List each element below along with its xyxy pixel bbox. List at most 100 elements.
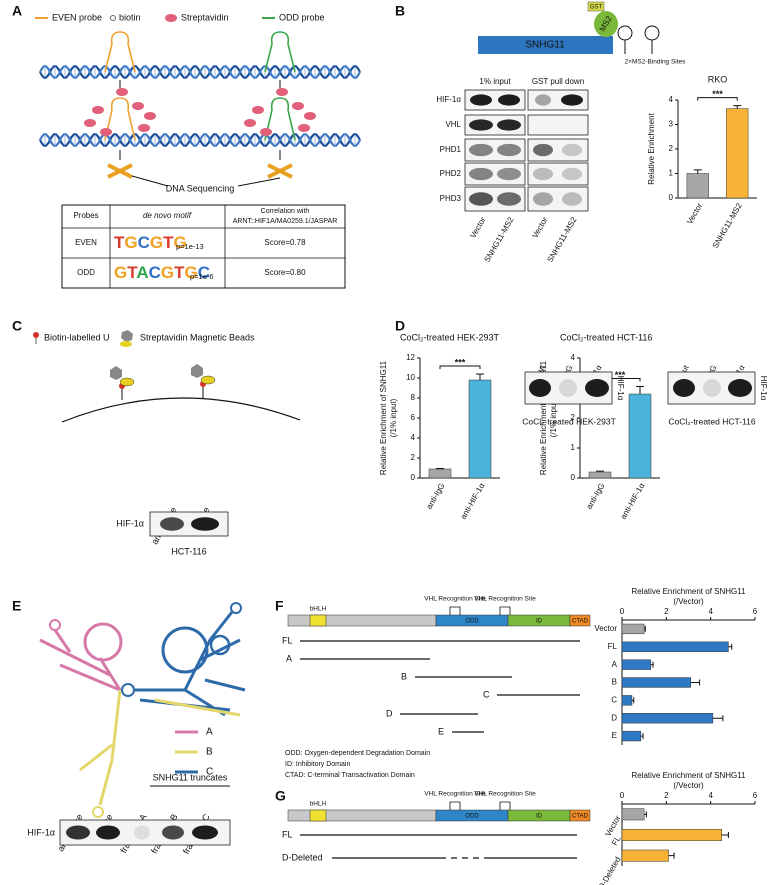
rna-strand bbox=[61, 397, 301, 423]
blot-band bbox=[162, 825, 184, 840]
blot-band bbox=[469, 192, 493, 206]
site-bracket bbox=[499, 801, 511, 810]
blot-band bbox=[469, 143, 493, 157]
error-bar bbox=[650, 661, 654, 668]
blot-band bbox=[728, 379, 752, 397]
table-cell: p=1e-6 bbox=[190, 272, 214, 281]
legend-label: ODD probe bbox=[279, 12, 325, 22]
error-bar bbox=[636, 386, 644, 394]
note: CTAD: C-terminal Transactivation Domain bbox=[285, 772, 415, 779]
domain-label: ID bbox=[536, 814, 543, 820]
significance: *** bbox=[455, 357, 466, 367]
blot-band bbox=[533, 192, 553, 206]
tick-label: 4 bbox=[411, 433, 416, 442]
axis-label: (/1% input) bbox=[549, 398, 558, 437]
legend-label: Biotin-labelled U bbox=[44, 332, 110, 342]
rna-loop bbox=[209, 634, 231, 656]
bar bbox=[621, 808, 645, 821]
significance-bracket bbox=[697, 97, 738, 101]
significance-bracket bbox=[439, 365, 481, 369]
protein-label: HIF-1α bbox=[116, 518, 144, 528]
legend-swatch bbox=[33, 332, 39, 338]
tick-label: 10 bbox=[406, 373, 415, 382]
blot-band bbox=[96, 825, 120, 840]
panel-label: D bbox=[395, 318, 405, 334]
step-label: DNA Sequencing bbox=[166, 183, 235, 193]
bar bbox=[621, 677, 691, 688]
bar bbox=[621, 829, 722, 841]
protein-label: PHD1 bbox=[440, 145, 462, 154]
streptavidin bbox=[144, 112, 156, 120]
tick-label: 2 bbox=[571, 413, 576, 422]
tick-label: 3 bbox=[669, 120, 674, 129]
table-cell: Score=0.78 bbox=[264, 238, 306, 247]
bar bbox=[628, 393, 652, 479]
bar bbox=[621, 695, 633, 706]
tick-label: 0 bbox=[411, 473, 416, 482]
blot-band bbox=[497, 119, 521, 131]
legend-swatch bbox=[121, 330, 133, 342]
motif: GTACGTGC bbox=[114, 263, 210, 282]
tick-label: 0 bbox=[620, 791, 625, 800]
rna-loop bbox=[92, 806, 104, 818]
rna-structure bbox=[39, 629, 122, 692]
hairpin-loop bbox=[617, 25, 633, 41]
legend-swatch bbox=[110, 15, 116, 21]
cell-line: HCT-116 bbox=[171, 546, 206, 556]
domain bbox=[569, 614, 591, 627]
protein-label: VHL bbox=[445, 120, 461, 129]
domain-label: bHLH bbox=[310, 606, 327, 613]
rna-loop bbox=[161, 626, 209, 674]
category-label: anti-IgG bbox=[585, 482, 607, 511]
tick-label: 4 bbox=[708, 607, 713, 616]
streptavidin-bead bbox=[119, 377, 135, 387]
blot-band bbox=[497, 143, 521, 157]
site-bracket bbox=[499, 606, 511, 615]
bar bbox=[621, 623, 645, 635]
blot-band bbox=[533, 167, 553, 181]
fragment-label: A bbox=[286, 653, 292, 663]
significance: *** bbox=[712, 89, 723, 99]
domain-label: ODD bbox=[465, 814, 479, 820]
tag-label: GST bbox=[590, 5, 603, 11]
tick-label: 12 bbox=[406, 353, 415, 362]
fragment-label: E bbox=[438, 726, 444, 736]
error-bar bbox=[644, 811, 647, 818]
domain bbox=[309, 614, 327, 627]
rna-loop bbox=[230, 602, 242, 614]
dna-helix bbox=[39, 133, 201, 147]
chart-title: (/Vector) bbox=[673, 597, 704, 606]
bar bbox=[468, 379, 492, 479]
site-label: VHL Recognition Site bbox=[474, 596, 536, 603]
table-header: de novo motif bbox=[143, 211, 192, 220]
blot-group: 1% input bbox=[479, 77, 511, 86]
error-bar bbox=[668, 852, 675, 859]
blot-band bbox=[134, 825, 150, 840]
streptavidin bbox=[260, 128, 272, 136]
blot-band bbox=[470, 94, 492, 106]
streptavidin bbox=[132, 102, 144, 110]
chart-title: RKO bbox=[708, 74, 728, 84]
panel-label: E bbox=[12, 598, 21, 614]
tick-label: 2 bbox=[664, 607, 669, 616]
streptavidin-bead bbox=[200, 375, 216, 385]
site-bracket bbox=[449, 606, 461, 615]
ms2-protein bbox=[594, 11, 618, 37]
gst-tag bbox=[587, 1, 605, 12]
note: ID: Inhibitory Domain bbox=[285, 761, 350, 768]
blot-band bbox=[562, 167, 582, 181]
table-cell: ODD bbox=[77, 268, 95, 277]
legend-label: biotin bbox=[119, 12, 141, 22]
tick-label: 0 bbox=[620, 607, 625, 616]
probe bbox=[104, 31, 136, 73]
error-bar bbox=[631, 697, 635, 704]
rna-structure bbox=[79, 689, 122, 806]
legend-label: Streptavidin bbox=[181, 12, 229, 22]
probe bbox=[104, 97, 136, 141]
blot-band bbox=[703, 379, 721, 397]
panel-label: A bbox=[12, 3, 22, 19]
blot-group: GST pull down bbox=[532, 77, 584, 86]
protein-label: HIF-1α bbox=[616, 376, 625, 401]
category-label: D bbox=[611, 713, 617, 722]
